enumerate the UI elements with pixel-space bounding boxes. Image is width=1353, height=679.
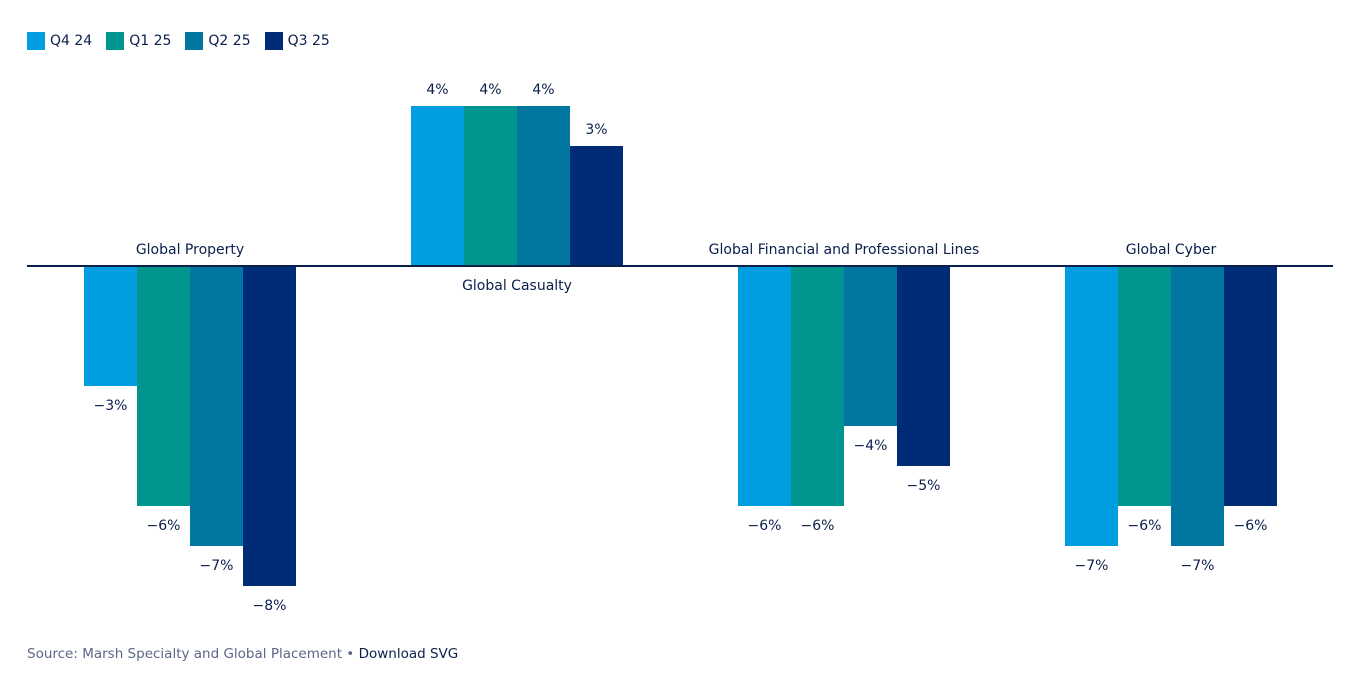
bar-global-property-q3-25 xyxy=(243,266,296,586)
legend-swatch xyxy=(106,32,125,50)
category-label: Global Financial and Professional Lines xyxy=(709,242,980,258)
legend-label: Q3 25 xyxy=(287,33,330,49)
legend-swatch xyxy=(264,32,283,50)
legend-item-q3-25[interactable]: Q3 25 xyxy=(264,32,330,50)
bar-global-property-q2-25 xyxy=(190,266,243,546)
data-label: −7% xyxy=(1075,558,1109,574)
bar-global-financial-and-professional-lines-q3-25 xyxy=(897,266,950,466)
bar-global-financial-and-professional-lines-q2-25 xyxy=(844,266,897,426)
data-label: 4% xyxy=(479,82,501,98)
legend-item-q4-24[interactable]: Q4 24 xyxy=(27,32,92,50)
bar-global-casualty-q3-25 xyxy=(570,146,623,266)
legend-swatch xyxy=(185,32,204,50)
bar-global-casualty-q2-25 xyxy=(517,106,570,266)
data-label: 4% xyxy=(426,82,448,98)
category-label: Global Casualty xyxy=(462,278,572,294)
chart-footer: Source: Marsh Specialty and Global Place… xyxy=(27,646,458,662)
data-label: −6% xyxy=(1128,518,1162,534)
data-label: −6% xyxy=(748,518,782,534)
bar-global-cyber-q4-24 xyxy=(1065,266,1118,546)
data-label: −3% xyxy=(94,398,128,414)
bar-global-casualty-q4-24 xyxy=(411,106,464,266)
data-label: −6% xyxy=(1234,518,1268,534)
bar-global-financial-and-professional-lines-q4-24 xyxy=(738,266,791,506)
source-note: Source: Marsh Specialty and Global Place… xyxy=(27,646,343,662)
data-label: −8% xyxy=(253,598,287,614)
legend-swatch xyxy=(27,32,45,50)
bar-global-financial-and-professional-lines-q1-25 xyxy=(791,266,844,506)
legend-label: Q2 25 xyxy=(208,33,251,49)
bar-global-cyber-q2-25 xyxy=(1171,266,1224,546)
footer-separator: • xyxy=(342,646,359,662)
data-label: −6% xyxy=(147,518,181,534)
data-label: −7% xyxy=(200,558,234,574)
category-label: Global Cyber xyxy=(1126,242,1217,258)
bar-global-property-q4-24 xyxy=(84,266,137,386)
bar-global-cyber-q1-25 xyxy=(1118,266,1171,506)
data-label: −6% xyxy=(801,518,835,534)
bar-global-cyber-q3-25 xyxy=(1224,266,1277,506)
chart-legend: Q4 24 Q1 25 Q2 25 Q3 25 xyxy=(27,32,330,50)
data-label: 3% xyxy=(585,122,607,138)
data-label: −7% xyxy=(1181,558,1215,574)
category-label: Global Property xyxy=(136,242,244,258)
legend-label: Q1 25 xyxy=(129,33,172,49)
legend-item-q2-25[interactable]: Q2 25 xyxy=(185,32,251,50)
legend-item-q1-25[interactable]: Q1 25 xyxy=(106,32,171,50)
bar-global-property-q1-25 xyxy=(137,266,190,506)
download-svg-link[interactable]: Download SVG xyxy=(358,646,459,662)
legend-label: Q4 24 xyxy=(50,33,93,49)
data-label: −5% xyxy=(907,478,941,494)
data-label: −4% xyxy=(854,438,888,454)
bar-global-casualty-q1-25 xyxy=(464,106,517,266)
data-label: 4% xyxy=(532,82,554,98)
